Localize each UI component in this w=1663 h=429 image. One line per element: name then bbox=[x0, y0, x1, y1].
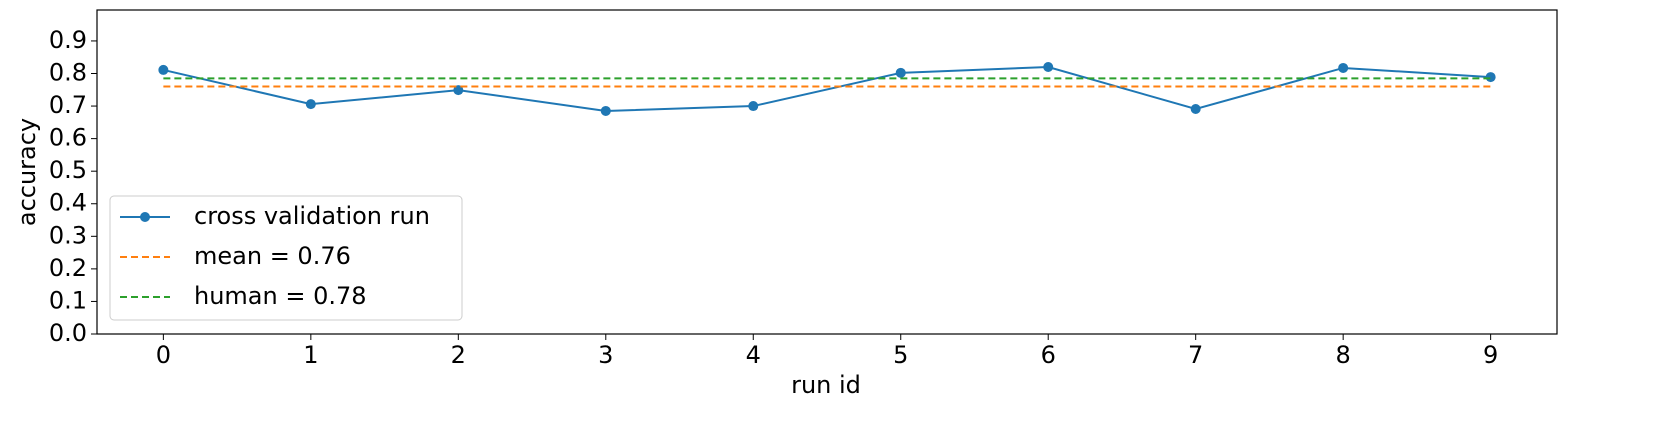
point bbox=[1485, 72, 1496, 83]
y-tick-label: 0.4 bbox=[49, 189, 87, 217]
x-tick-label: 3 bbox=[598, 341, 613, 369]
series-line bbox=[163, 65, 1491, 112]
y-tick-label: 0.7 bbox=[49, 91, 87, 119]
point bbox=[453, 85, 464, 96]
plot-frame bbox=[96, 9, 1558, 335]
point bbox=[895, 67, 906, 78]
point bbox=[1190, 103, 1201, 114]
y-tick-label: 0.3 bbox=[49, 221, 87, 249]
point bbox=[158, 64, 169, 75]
legend-marker bbox=[140, 212, 150, 222]
legend-box bbox=[109, 195, 463, 321]
y-axis-label: accuracy bbox=[13, 118, 41, 226]
x-tick-label: 8 bbox=[1336, 341, 1351, 369]
x-tick-label: 0 bbox=[156, 341, 171, 369]
y-tick-label: 0.0 bbox=[49, 319, 87, 347]
legend-label: mean = 0.76 bbox=[194, 242, 351, 270]
x-tick-label: 9 bbox=[1483, 341, 1498, 369]
x-tick-label: 2 bbox=[451, 341, 466, 369]
x-tick-label: 6 bbox=[1041, 341, 1056, 369]
legend-label: human = 0.78 bbox=[194, 282, 367, 310]
x-tick-label: 7 bbox=[1188, 341, 1203, 369]
y-tick-label: 0.8 bbox=[49, 58, 87, 86]
y-tick-label: 0.6 bbox=[49, 124, 87, 152]
x-tick-label: 1 bbox=[303, 341, 318, 369]
x-tick-label: 5 bbox=[893, 341, 908, 369]
y-tick-label: 0.9 bbox=[49, 26, 87, 54]
x-axis-label: run id bbox=[791, 371, 861, 399]
y-tick-label: 0.5 bbox=[49, 156, 87, 184]
point bbox=[305, 99, 316, 110]
point bbox=[1338, 62, 1349, 73]
point bbox=[1043, 61, 1054, 72]
point bbox=[600, 105, 611, 116]
x-tick-label: 4 bbox=[746, 341, 761, 369]
y-tick-label: 0.2 bbox=[49, 254, 87, 282]
legend-label: cross validation run bbox=[194, 202, 430, 230]
point bbox=[748, 101, 759, 112]
y-tick-label: 0.1 bbox=[49, 286, 87, 314]
